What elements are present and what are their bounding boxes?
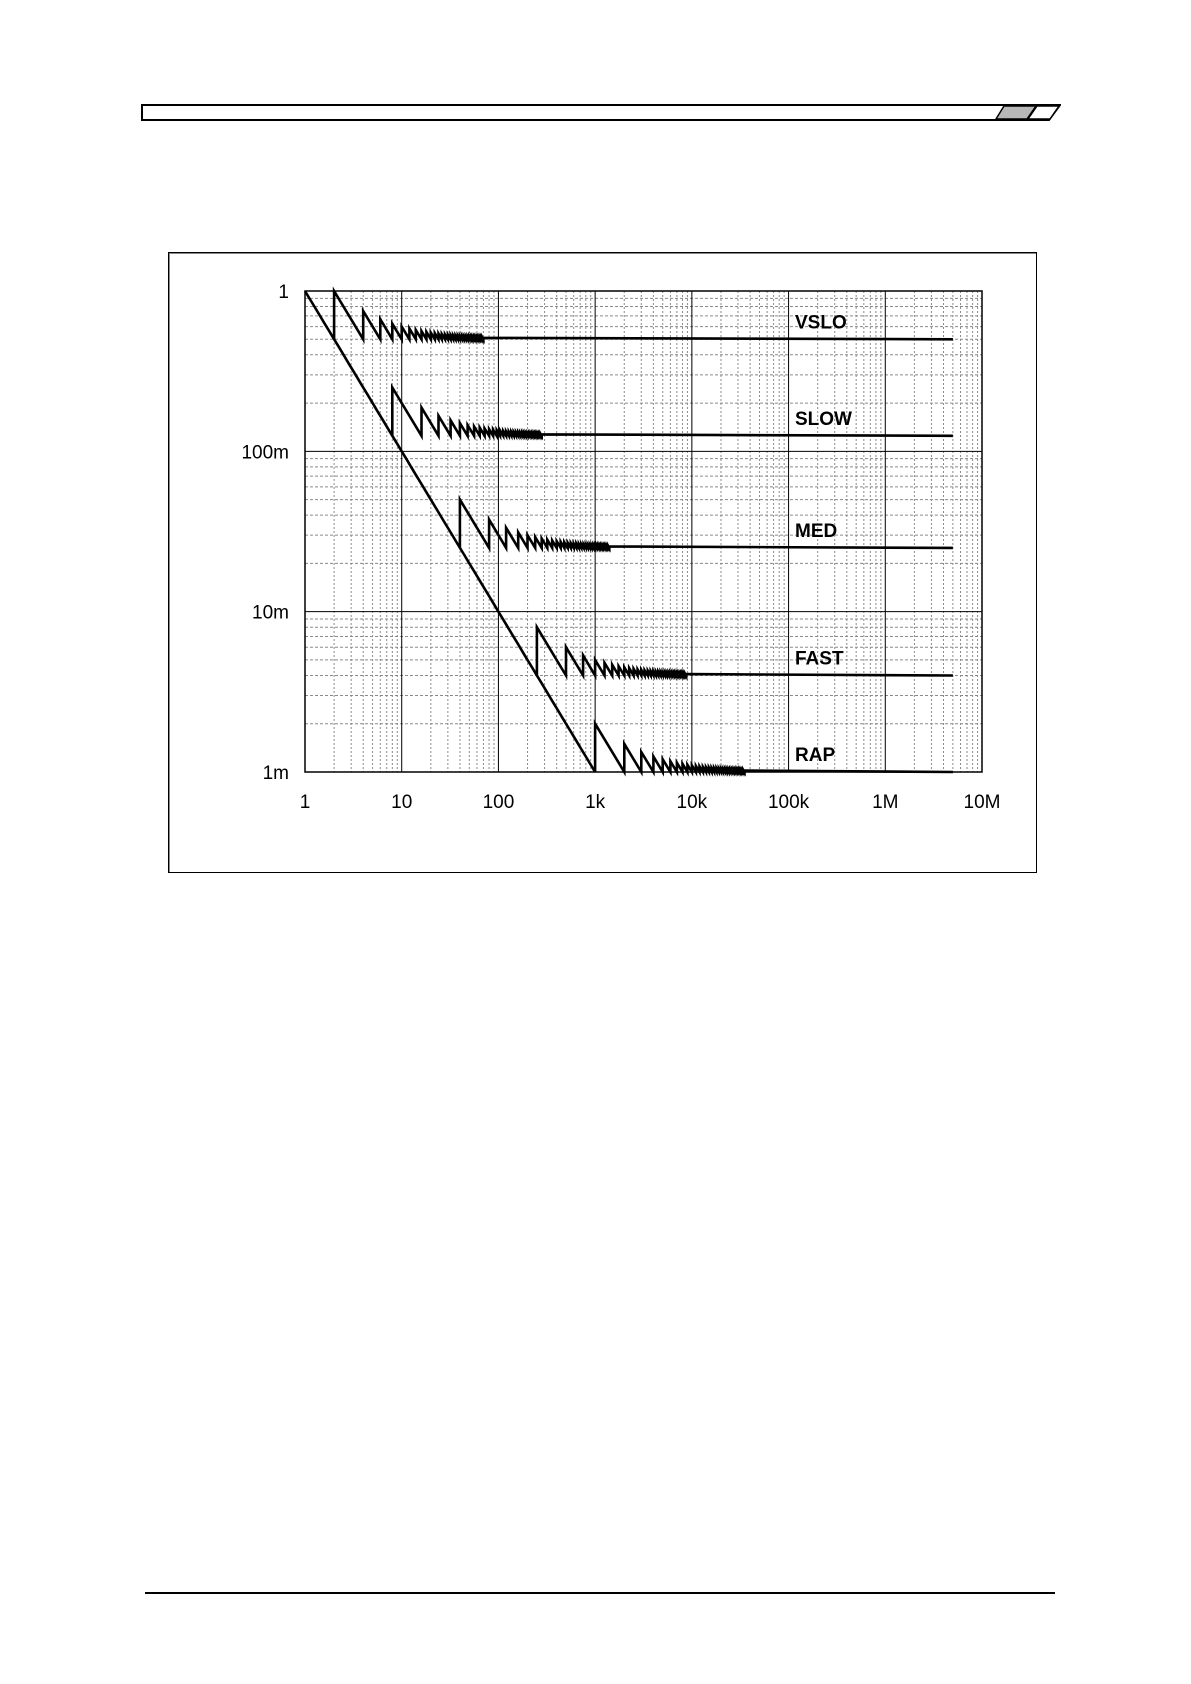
- grid: [304, 290, 983, 773]
- series-label-fast: FAST: [795, 648, 844, 669]
- series-label-med: MED: [795, 521, 837, 542]
- x-tick-label: 1M: [872, 792, 898, 813]
- series-label-slow: SLOW: [795, 409, 852, 430]
- series-line-med: [458, 494, 953, 553]
- y-tick-label: 1m: [263, 763, 289, 784]
- header-accent-tab: [1026, 105, 1061, 120]
- header-accent-tab: [994, 105, 1038, 120]
- series-label-vslo: VSLO: [795, 312, 847, 333]
- y-tick-label: 1: [278, 282, 289, 303]
- y-tick-label: 10m: [252, 603, 289, 624]
- x-tick-label: 100k: [768, 792, 810, 813]
- series-line-rap: [593, 719, 953, 777]
- footer-rule: [145, 1592, 1055, 1594]
- x-tick-label: 1: [300, 792, 311, 813]
- series-line-vslo: [332, 286, 953, 345]
- x-tick-label: 1k: [585, 792, 606, 813]
- series-label-rap: RAP: [795, 745, 835, 766]
- chart-frame: [168, 252, 1037, 873]
- series-line-slow: [390, 382, 953, 441]
- x-tick-label: 100: [483, 792, 515, 813]
- labels: 1 10 100 1k 10k 100k 1M 10M 1m 10m 100m 1 VSLO SLOW ME…: [241, 282, 1000, 813]
- curves: [303, 286, 953, 777]
- plot-border: [304, 290, 983, 773]
- x-tick-label: 10k: [677, 792, 708, 813]
- initial-decay-line: [303, 290, 597, 773]
- x-tick-label: 10: [391, 792, 412, 813]
- x-tick-label: 10M: [964, 792, 1001, 813]
- series-line-fast: [535, 622, 953, 681]
- y-tick-label: 100m: [241, 442, 289, 463]
- page-header-bar: [141, 104, 1061, 121]
